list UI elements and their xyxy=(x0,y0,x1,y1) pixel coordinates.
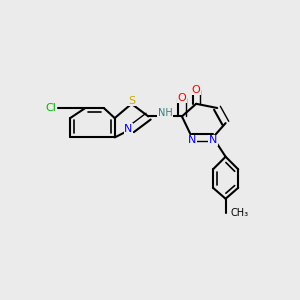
Text: S: S xyxy=(128,96,135,106)
Text: NH: NH xyxy=(158,108,172,118)
Text: N: N xyxy=(188,135,196,146)
Text: N: N xyxy=(124,124,133,134)
Text: CH₃: CH₃ xyxy=(230,208,248,218)
Text: O: O xyxy=(178,93,186,103)
Text: N: N xyxy=(209,135,217,146)
Text: O: O xyxy=(192,85,201,94)
Text: Cl: Cl xyxy=(46,103,56,113)
